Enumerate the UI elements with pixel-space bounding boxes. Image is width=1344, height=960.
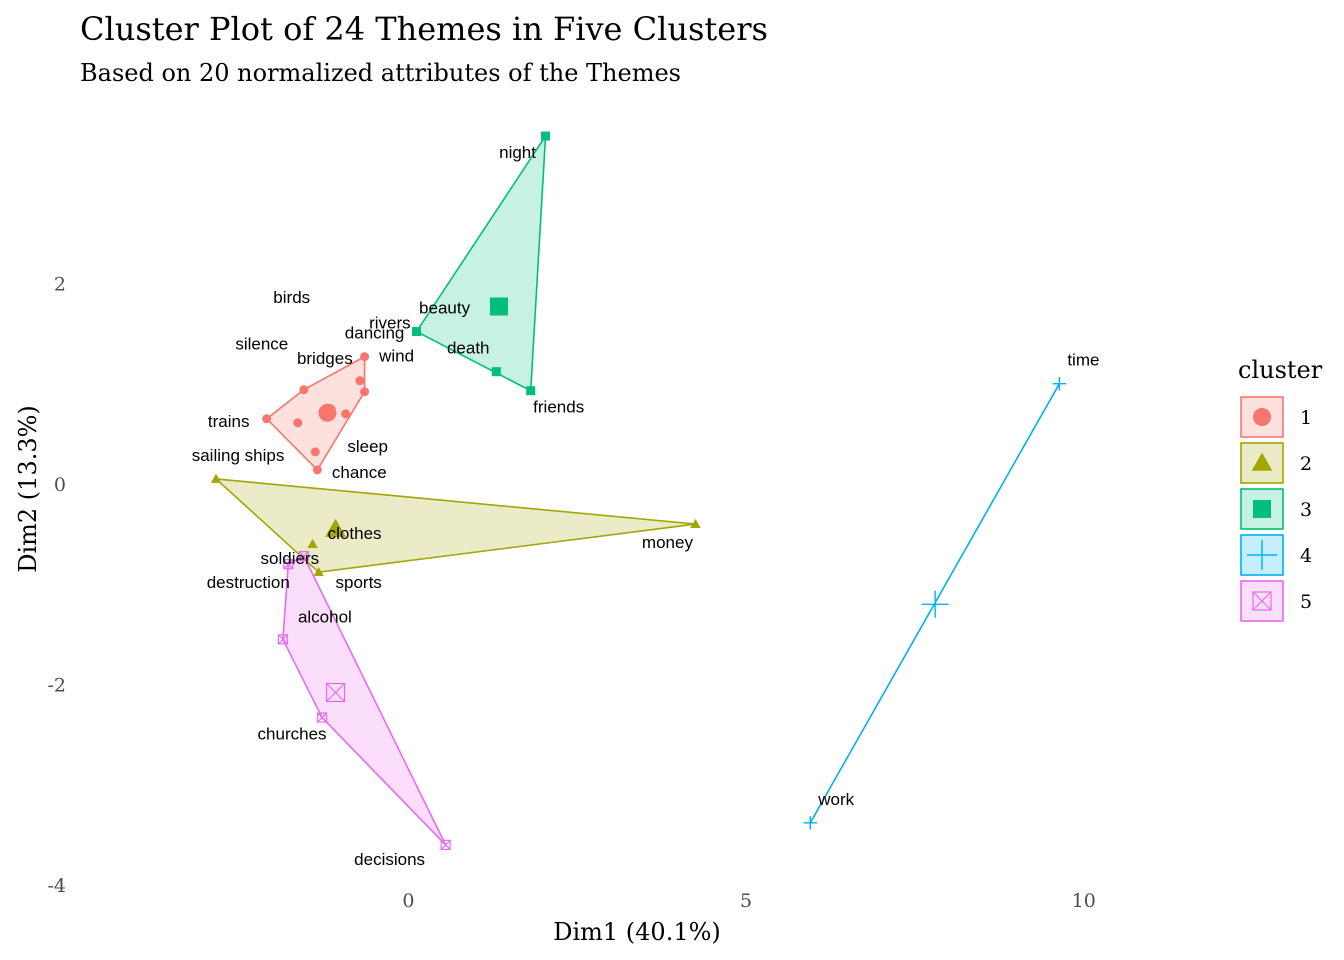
cluster-1-point	[360, 387, 370, 397]
legend-item-3: 3	[1240, 488, 1312, 530]
point-label: soldiers	[261, 549, 320, 568]
cluster-5-point	[316, 712, 328, 723]
point-label: wind	[378, 347, 414, 366]
legend-label: 2	[1300, 453, 1312, 475]
cluster-4-point	[1052, 376, 1067, 391]
point-label: money	[642, 533, 694, 552]
y-tick-label: 2	[54, 273, 66, 295]
cluster-hulls	[213, 133, 1061, 846]
point-label: alcohol	[298, 607, 352, 626]
point-label: sports	[336, 573, 382, 592]
point-label: silence	[235, 335, 288, 354]
point-label: churches	[258, 725, 327, 744]
y-tick-label: 0	[54, 474, 66, 496]
x-tick-label: 0	[402, 890, 414, 912]
legend-item-2: 2	[1240, 442, 1312, 484]
cluster-2-hull	[213, 477, 696, 574]
point-label: death	[447, 339, 490, 358]
x-tick-label: 10	[1072, 890, 1096, 912]
legend-symbol	[1253, 408, 1271, 426]
point-label: birds	[273, 288, 310, 307]
cluster-1-point	[312, 465, 322, 475]
legend-symbol	[1252, 591, 1272, 611]
cluster-4-centroid	[921, 590, 949, 618]
point-labels: dancing silence rivers wind bridges sleep trai…	[192, 143, 1100, 869]
cluster-3-point	[412, 327, 422, 337]
cluster-2-point	[313, 567, 324, 577]
legend-swatch	[1240, 488, 1284, 530]
cluster-3-centroid	[489, 297, 508, 316]
x-axis-ticks: 0 5 10	[402, 890, 1095, 912]
point-label: rivers	[369, 314, 411, 333]
legend-item-1: 1	[1240, 396, 1312, 438]
y-tick-label: -2	[47, 674, 66, 696]
point-label: sailing ships	[192, 446, 285, 465]
point-label: chance	[332, 463, 387, 482]
legend-symbol	[1253, 500, 1271, 518]
point-label: destruction	[207, 573, 290, 592]
cluster-1-point	[310, 447, 320, 457]
cluster-2-point	[307, 538, 318, 548]
cluster-3-point	[526, 386, 536, 396]
point-label: dancing	[345, 324, 405, 343]
point-label: decisions	[354, 850, 425, 869]
cluster-4-point	[803, 816, 817, 830]
cluster-5-point	[283, 559, 294, 570]
cluster-1-point	[293, 418, 303, 428]
point-label: time	[1067, 351, 1099, 370]
y-axis-ticks: -4 -2 0 2	[47, 273, 66, 897]
cluster-3-hull	[415, 133, 547, 392]
cluster-5-centroid	[325, 682, 346, 703]
legend-item-5: 5	[1240, 580, 1312, 622]
cluster-3-point	[491, 367, 501, 377]
legend-item-4: 4	[1240, 534, 1312, 576]
legend-label: 4	[1300, 545, 1312, 567]
chart-subtitle: Based on 20 normalized attributes of the…	[80, 59, 681, 87]
legend-label: 5	[1300, 591, 1312, 613]
legend: cluster 1 2 3 4 5	[1238, 356, 1323, 622]
cluster-1-centroid	[318, 403, 337, 422]
legend-label: 1	[1300, 407, 1312, 429]
point-label: sleep	[347, 437, 388, 456]
cluster-5-point	[277, 634, 288, 645]
cluster-5-point	[440, 839, 451, 850]
point-label: clothes	[328, 524, 382, 543]
chart-title: Cluster Plot of 24 Themes in Five Cluste…	[80, 10, 768, 48]
cluster-1-point	[341, 409, 351, 419]
point-label: night	[499, 143, 536, 162]
legend-label: 3	[1300, 499, 1312, 521]
cluster-1-point	[299, 385, 309, 395]
point-label: trains	[208, 412, 250, 431]
cluster-2-point	[210, 473, 222, 483]
cluster-1-point	[262, 414, 272, 424]
cluster-5-hull	[282, 555, 447, 846]
legend-title: cluster	[1238, 356, 1323, 384]
point-label: beauty	[419, 299, 471, 318]
y-tick-label: -4	[47, 875, 66, 897]
x-axis-title: Dim1 (40.1%)	[553, 918, 721, 946]
cluster-3-point	[541, 131, 551, 141]
cluster-1-point	[355, 376, 365, 386]
legend-symbol	[1247, 540, 1277, 570]
data-points	[210, 131, 1067, 850]
cluster-5-point	[298, 551, 309, 562]
cluster-2-centroid	[325, 518, 346, 537]
point-label: friends	[533, 398, 584, 417]
legend-symbol	[1251, 452, 1273, 471]
point-label: work	[817, 790, 854, 809]
y-axis-title: Dim2 (13.3%)	[14, 405, 42, 573]
cluster-1-hull	[265, 355, 366, 472]
point-label: bridges	[297, 349, 353, 368]
cluster-1-point	[360, 352, 370, 362]
cluster-2-point	[690, 518, 701, 528]
x-tick-label: 5	[740, 890, 752, 912]
